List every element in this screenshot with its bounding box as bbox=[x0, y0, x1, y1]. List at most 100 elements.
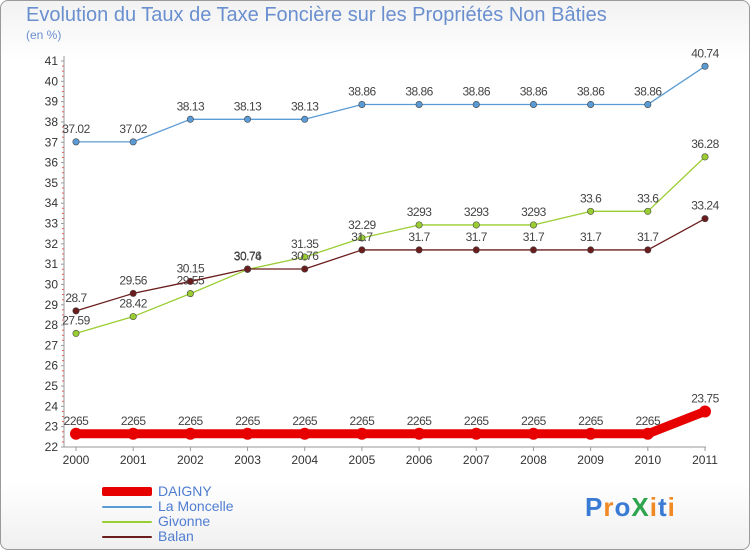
y-tick-label: 22 bbox=[45, 440, 59, 454]
legend-item: Balan bbox=[102, 529, 234, 544]
data-label: 37.02 bbox=[119, 122, 147, 136]
data-point bbox=[244, 265, 252, 273]
logo-letter: o bbox=[614, 492, 632, 522]
data-label: 30.76 bbox=[291, 249, 319, 263]
data-label: 2265 bbox=[235, 414, 261, 428]
y-tick-label: 37 bbox=[45, 135, 59, 149]
y-tick-label: 32 bbox=[45, 237, 59, 251]
data-label: 38.86 bbox=[634, 84, 662, 98]
data-label: 33.6 bbox=[580, 191, 602, 205]
data-label: 37.02 bbox=[62, 122, 90, 136]
data-point bbox=[701, 153, 709, 161]
x-tick-label: 2011 bbox=[692, 453, 718, 467]
data-label: 38.13 bbox=[177, 99, 205, 113]
data-label: 23.75 bbox=[691, 391, 719, 405]
y-tick-label: 26 bbox=[45, 359, 59, 373]
x-tick-label: 2009 bbox=[577, 453, 604, 467]
data-point bbox=[472, 246, 480, 254]
data-point bbox=[641, 427, 654, 440]
y-tick-label: 33 bbox=[45, 217, 59, 231]
data-point bbox=[184, 427, 197, 440]
legend-label: Balan bbox=[158, 528, 194, 544]
data-point bbox=[644, 100, 652, 108]
data-point bbox=[186, 290, 194, 298]
data-label: 2265 bbox=[64, 414, 90, 428]
legend-item: DAIGNY bbox=[102, 484, 234, 499]
data-point bbox=[298, 427, 311, 440]
data-point bbox=[72, 307, 80, 315]
y-tick-label: 35 bbox=[45, 176, 59, 190]
series-line-givonne bbox=[75, 156, 706, 335]
data-point bbox=[701, 62, 709, 70]
data-label: 31.7 bbox=[580, 230, 602, 244]
data-point bbox=[129, 289, 137, 297]
data-point bbox=[358, 246, 366, 254]
data-label: 3293 bbox=[407, 205, 433, 219]
legend-swatch bbox=[102, 487, 152, 496]
y-tick-label: 39 bbox=[45, 95, 59, 109]
data-point bbox=[701, 215, 709, 223]
data-label: 31.7 bbox=[637, 230, 659, 244]
data-label: 28.42 bbox=[119, 297, 147, 311]
chart-title: Evolution du Taux de Taxe Foncière sur l… bbox=[26, 4, 607, 26]
data-point bbox=[529, 100, 537, 108]
x-tick-label: 2003 bbox=[234, 453, 261, 467]
x-tick-label: 2001 bbox=[120, 453, 147, 467]
legend-swatch bbox=[102, 505, 152, 508]
data-label: 2265 bbox=[578, 414, 604, 428]
data-point bbox=[241, 427, 254, 440]
data-label: 31.7 bbox=[466, 230, 488, 244]
data-point bbox=[415, 100, 423, 108]
data-label: 38.13 bbox=[291, 99, 319, 113]
y-tick-label: 34 bbox=[45, 196, 59, 210]
x-tick-label: 2002 bbox=[177, 453, 204, 467]
y-tick-label: 25 bbox=[45, 379, 59, 393]
data-point bbox=[186, 115, 194, 123]
data-point bbox=[527, 427, 540, 440]
data-point bbox=[415, 246, 423, 254]
y-tick-label: 24 bbox=[45, 399, 59, 413]
chart-legend: DAIGNY La Moncelle Givonne Balan bbox=[102, 484, 234, 544]
legend-label: DAIGNY bbox=[158, 483, 212, 499]
data-label: 2265 bbox=[464, 414, 490, 428]
legend-swatch bbox=[102, 535, 152, 538]
y-tick-label: 40 bbox=[45, 74, 59, 88]
data-label: 2265 bbox=[635, 414, 661, 428]
logo-letter: X bbox=[631, 492, 650, 522]
data-label: 38.86 bbox=[463, 84, 491, 98]
data-label: 30.15 bbox=[177, 261, 205, 275]
data-point bbox=[72, 329, 80, 337]
data-point bbox=[529, 221, 537, 229]
data-label: 30.76 bbox=[234, 249, 262, 263]
logo-letter: P bbox=[585, 492, 604, 522]
data-point bbox=[186, 277, 194, 285]
x-tick-label: 2006 bbox=[406, 453, 433, 467]
data-point bbox=[587, 207, 595, 215]
data-label: 2265 bbox=[292, 414, 318, 428]
data-point bbox=[644, 246, 652, 254]
data-point bbox=[584, 427, 597, 440]
data-label: 38.86 bbox=[405, 84, 433, 98]
data-label: 31.35 bbox=[291, 237, 319, 251]
data-point bbox=[472, 221, 480, 229]
data-point bbox=[127, 427, 140, 440]
x-tick-label: 2008 bbox=[520, 453, 547, 467]
x-tick-label: 2000 bbox=[63, 453, 90, 467]
data-label: 2265 bbox=[350, 414, 376, 428]
y-tick-label: 36 bbox=[45, 156, 59, 170]
x-tick-label: 2007 bbox=[463, 453, 490, 467]
series-line-la-moncelle bbox=[75, 65, 706, 143]
data-point bbox=[244, 115, 252, 123]
x-tick-label: 2010 bbox=[634, 453, 661, 467]
data-point bbox=[301, 265, 309, 273]
data-point bbox=[587, 246, 595, 254]
data-point bbox=[301, 253, 309, 261]
y-tick-label: 27 bbox=[45, 338, 59, 352]
data-label: 33.24 bbox=[691, 199, 719, 213]
data-label: 40.74 bbox=[691, 46, 719, 60]
logo-letter: i bbox=[667, 492, 676, 522]
data-label: 3293 bbox=[464, 205, 490, 219]
data-label: 2265 bbox=[407, 414, 433, 428]
y-tick-label: 38 bbox=[45, 115, 59, 129]
data-point bbox=[644, 207, 652, 215]
